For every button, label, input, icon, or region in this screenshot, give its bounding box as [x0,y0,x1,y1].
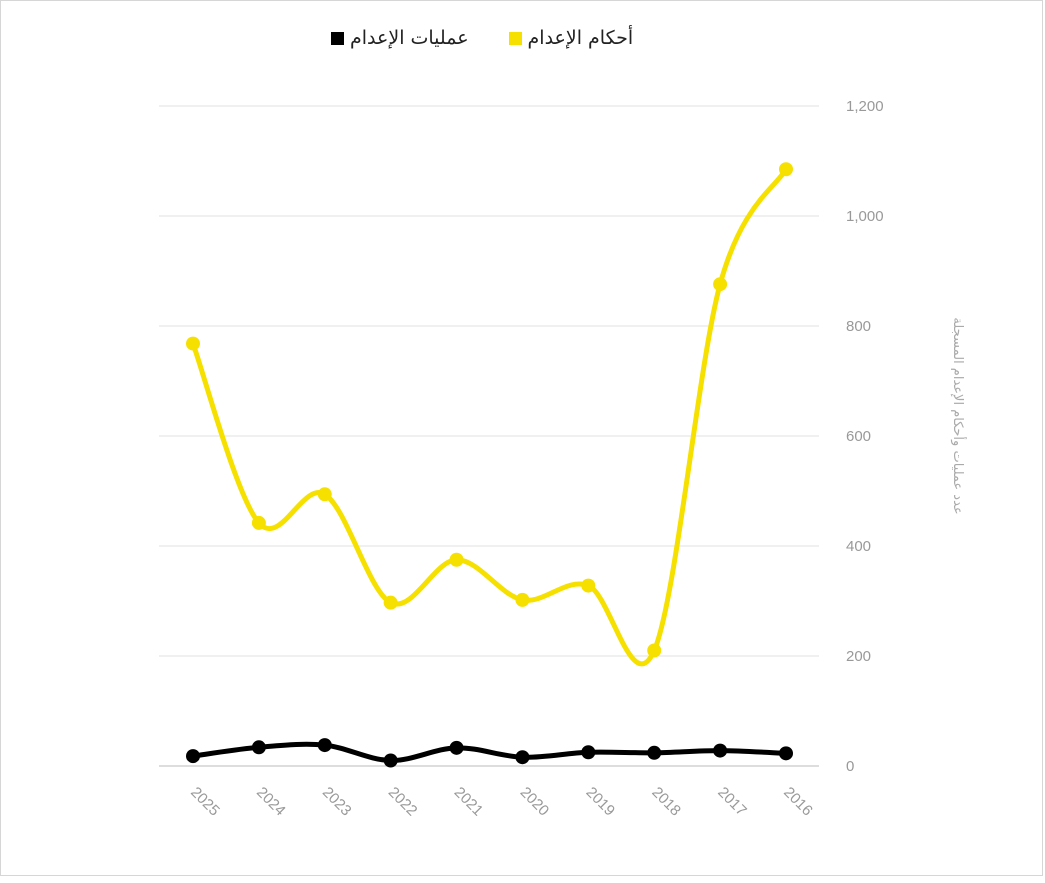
x-tick-label: 2022 [385,784,421,820]
point-executions-2025[interactable] [186,749,200,764]
point-executions-2021[interactable] [449,740,464,755]
point-sentences-2021[interactable] [449,552,464,567]
y-tick-label: 0 [846,758,854,775]
series-sentences [186,162,793,667]
legend-item-sentences[interactable]: أحكام الإعدام [508,27,634,49]
y-tick-label: 800 [846,318,871,335]
point-executions-2018[interactable] [647,745,662,760]
point-sentences-2024[interactable] [251,515,266,530]
x-tick-label: 2019 [583,784,619,820]
point-sentences-2025[interactable] [186,336,200,351]
series-executions [186,738,793,768]
y-tick-label: 1,000 [846,208,884,225]
grid-lines [159,105,819,767]
x-tick-label: 2021 [451,784,487,820]
point-sentences-2023[interactable] [317,487,332,502]
legend-swatch-sentences [508,31,522,45]
point-sentences-2016[interactable] [779,162,793,177]
x-tick-label: 2024 [253,784,289,820]
point-sentences-2020[interactable] [515,592,530,607]
line-executions [190,741,789,764]
legend: عمليات الإعدام أحكام الإعدام [331,27,633,49]
legend-label-executions: عمليات الإعدام [350,27,469,49]
x-tick-label: 2023 [319,784,355,820]
legend-swatch-executions [331,31,344,45]
point-sentences-2022[interactable] [383,595,398,610]
point-executions-2016[interactable] [779,746,793,761]
point-executions-2022[interactable] [383,753,398,768]
x-tick-label: 2018 [648,784,684,820]
y-tick-labels: 0 200 400 600 800 1,000 1,200 [846,98,884,775]
x-tick-label: 2020 [517,784,553,820]
point-sentences-2018[interactable] [647,643,662,658]
point-sentences-2017[interactable] [713,277,728,292]
point-executions-2017[interactable] [713,743,728,758]
point-sentences-2019[interactable] [581,578,596,593]
y-tick-label: 600 [846,428,871,445]
line-sentences [190,166,789,667]
legend-label-sentences: أحكام الإعدام [527,27,634,49]
legend-item-executions[interactable]: عمليات الإعدام [331,27,469,49]
point-executions-2023[interactable] [317,738,332,753]
y-axis-title: عدد عمليات وأحكام الإعدام المسجلة [950,317,967,514]
series-layer [186,162,793,768]
y-tick-label: 200 [846,648,871,665]
x-tick-label: 2017 [714,784,750,820]
y-tick-label: 400 [846,538,871,555]
point-executions-2020[interactable] [515,750,530,765]
point-executions-2019[interactable] [581,745,596,760]
x-tick-labels: 2025 2024 2023 2022 2021 2020 2019 2018 2017 2016 [187,784,816,820]
y-tick-label: 1,200 [846,98,884,115]
point-executions-2024[interactable] [251,740,266,755]
x-tick-label: 2016 [780,784,816,820]
x-tick-label: 2025 [187,784,223,820]
